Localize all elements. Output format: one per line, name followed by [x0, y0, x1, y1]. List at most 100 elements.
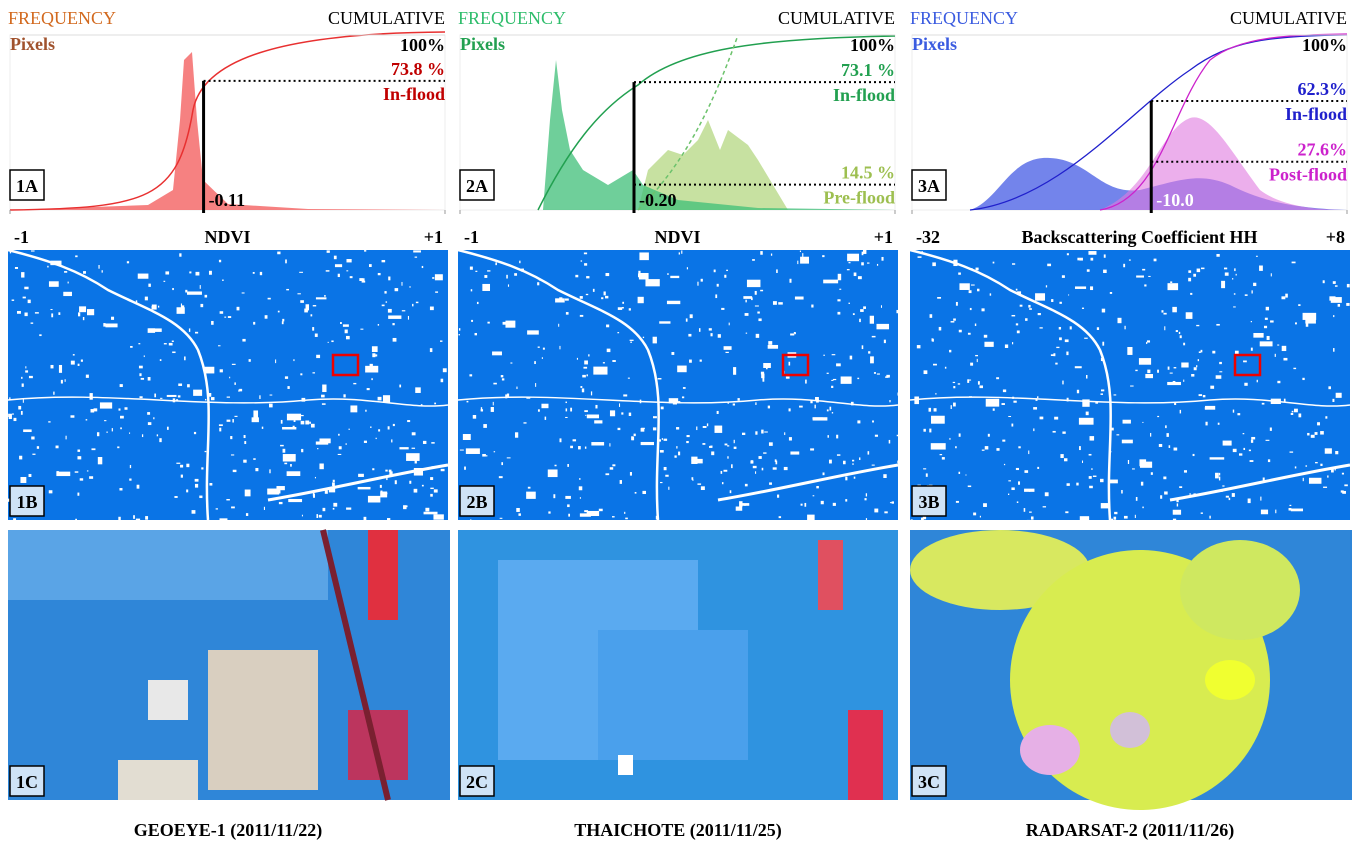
map-speckle [1239, 453, 1242, 455]
map-speckle [1311, 435, 1315, 438]
map-speckle [321, 395, 325, 398]
map-speckle [918, 256, 922, 258]
map-speckle [112, 428, 113, 431]
map-speckle [528, 487, 531, 489]
map-speckle [13, 418, 16, 421]
map-speckle [172, 288, 174, 290]
map-speckle [1139, 358, 1151, 365]
map-speckle [813, 495, 815, 496]
map-speckle [252, 417, 259, 422]
map-speckle [1270, 320, 1274, 322]
map-speckle [729, 323, 730, 326]
map-speckle [710, 333, 712, 336]
map-speckle [727, 445, 729, 446]
map-speckle [697, 282, 698, 286]
map-speckle [868, 351, 870, 353]
map-speckle [764, 431, 768, 432]
map-speckle [653, 416, 657, 418]
map-speckle [1266, 440, 1270, 441]
map-speckle [1335, 285, 1338, 286]
map-speckle [346, 270, 348, 271]
map-speckle [779, 516, 781, 518]
map-speckle [1160, 495, 1162, 498]
map-speckle [343, 394, 345, 397]
map-speckle [301, 421, 305, 425]
map-speckle [1016, 323, 1018, 325]
map-speckle [365, 410, 366, 412]
map-speckle [833, 503, 836, 506]
map-speckle [733, 367, 736, 375]
map-speckle [311, 314, 313, 316]
map-id: 3B [918, 492, 939, 512]
map-speckle [316, 514, 318, 518]
map-speckle [828, 435, 829, 438]
map-speckle [911, 519, 913, 521]
map-speckle [1342, 473, 1344, 475]
map-speckle [1084, 338, 1088, 339]
map-speckle [1253, 333, 1263, 338]
map-speckle [605, 473, 609, 475]
map-speckle [434, 489, 438, 492]
level-name: In-flood [833, 85, 895, 105]
map-speckle [35, 312, 39, 313]
map-speckle [743, 296, 752, 299]
map-speckle [584, 252, 587, 254]
map-speckle [57, 471, 59, 473]
map-speckle [424, 512, 438, 515]
map-speckle [13, 518, 16, 520]
map-speckle [1335, 451, 1338, 454]
map-speckle [304, 309, 308, 313]
map-speckle [580, 296, 583, 299]
map-speckle [226, 499, 230, 500]
image-patch [598, 630, 748, 760]
frequency-label: FREQUENCY [910, 8, 1018, 28]
map-speckle [1163, 313, 1166, 315]
map-speckle [494, 451, 495, 452]
map-speckle [1306, 323, 1309, 327]
map-speckle [1024, 470, 1028, 473]
map-speckle [612, 516, 615, 517]
map-speckle [755, 305, 759, 306]
map-speckle [594, 420, 602, 423]
map-speckle [66, 436, 67, 440]
map-speckle [1043, 506, 1046, 507]
map-speckle [333, 503, 337, 507]
map-speckle [343, 324, 349, 326]
map-speckle [322, 385, 326, 393]
map-speckle [1317, 422, 1320, 425]
map-speckle [349, 429, 350, 430]
map-speckle [224, 317, 226, 318]
map-speckle [205, 451, 207, 452]
map-speckle [376, 438, 377, 439]
map-speckle [930, 314, 933, 318]
map-speckle [385, 470, 387, 472]
map-speckle [1028, 305, 1030, 308]
map-speckle [172, 352, 175, 354]
map-speckle [1067, 253, 1069, 255]
map-speckle [378, 429, 380, 431]
map-speckle [929, 408, 932, 412]
map-speckle [985, 446, 989, 449]
map-speckle [1062, 275, 1065, 278]
map-speckle [953, 382, 955, 383]
map-speckle [591, 442, 604, 445]
map-speckle [1016, 468, 1019, 470]
map-bg [8, 250, 448, 520]
map-speckle [883, 474, 886, 478]
map-speckle [186, 464, 189, 467]
map-speckle [1216, 324, 1219, 326]
map-speckle [165, 271, 169, 274]
map-speckle [1031, 516, 1034, 519]
map-speckle [831, 386, 833, 388]
map-speckle [1294, 409, 1298, 413]
map-speckle [138, 274, 149, 279]
map-speckle [1331, 297, 1342, 303]
map-speckle [1325, 416, 1327, 418]
map-speckle [1315, 432, 1318, 435]
map-speckle [1079, 446, 1081, 450]
map-speckle [388, 276, 390, 280]
map-speckle [1035, 293, 1045, 300]
map-speckle [229, 377, 230, 379]
map-speckle [201, 467, 203, 469]
map-speckle [612, 360, 615, 362]
